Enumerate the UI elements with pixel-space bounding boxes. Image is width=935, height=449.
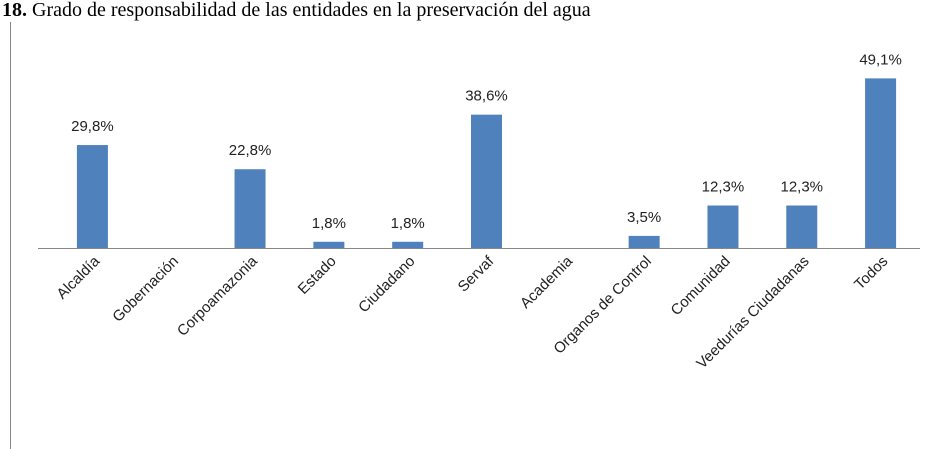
data-label: 49,1% — [859, 51, 902, 68]
title-number: 18. — [2, 0, 27, 21]
x-tick-label: Servaf — [455, 252, 498, 295]
x-tick-label: Estado — [295, 253, 340, 298]
chart-title: 18. Grado de responsabilidad de las entid… — [2, 0, 591, 21]
bar — [234, 169, 266, 248]
data-label: 1,8% — [391, 215, 425, 232]
x-tick-label: Ciudadano — [355, 253, 418, 316]
bar — [313, 241, 345, 248]
title-text: Grado de responsabilidad de las entidade… — [32, 0, 591, 21]
x-tick-label: Comunidad — [668, 253, 734, 319]
data-label: 29,8% — [71, 118, 114, 135]
data-label: 12,3% — [702, 179, 745, 196]
bar — [786, 205, 818, 248]
data-label: 3,5% — [627, 209, 661, 226]
x-tick-label: Alcaldía — [53, 252, 103, 302]
x-tick-label: Corpoamazonia — [174, 252, 261, 339]
bar — [76, 145, 108, 248]
x-tick-label: Gobernación — [109, 253, 182, 326]
data-label: 12,3% — [780, 179, 823, 196]
bar — [707, 205, 739, 248]
bar — [628, 235, 660, 248]
data-label: 1,8% — [312, 215, 346, 232]
bar — [865, 78, 897, 248]
x-tick-label: Todos — [851, 253, 891, 293]
x-tick-label: Academia — [517, 252, 577, 312]
data-label: 22,8% — [229, 142, 272, 159]
bar — [392, 241, 424, 248]
data-label: 38,6% — [465, 88, 508, 105]
bar — [471, 114, 502, 249]
